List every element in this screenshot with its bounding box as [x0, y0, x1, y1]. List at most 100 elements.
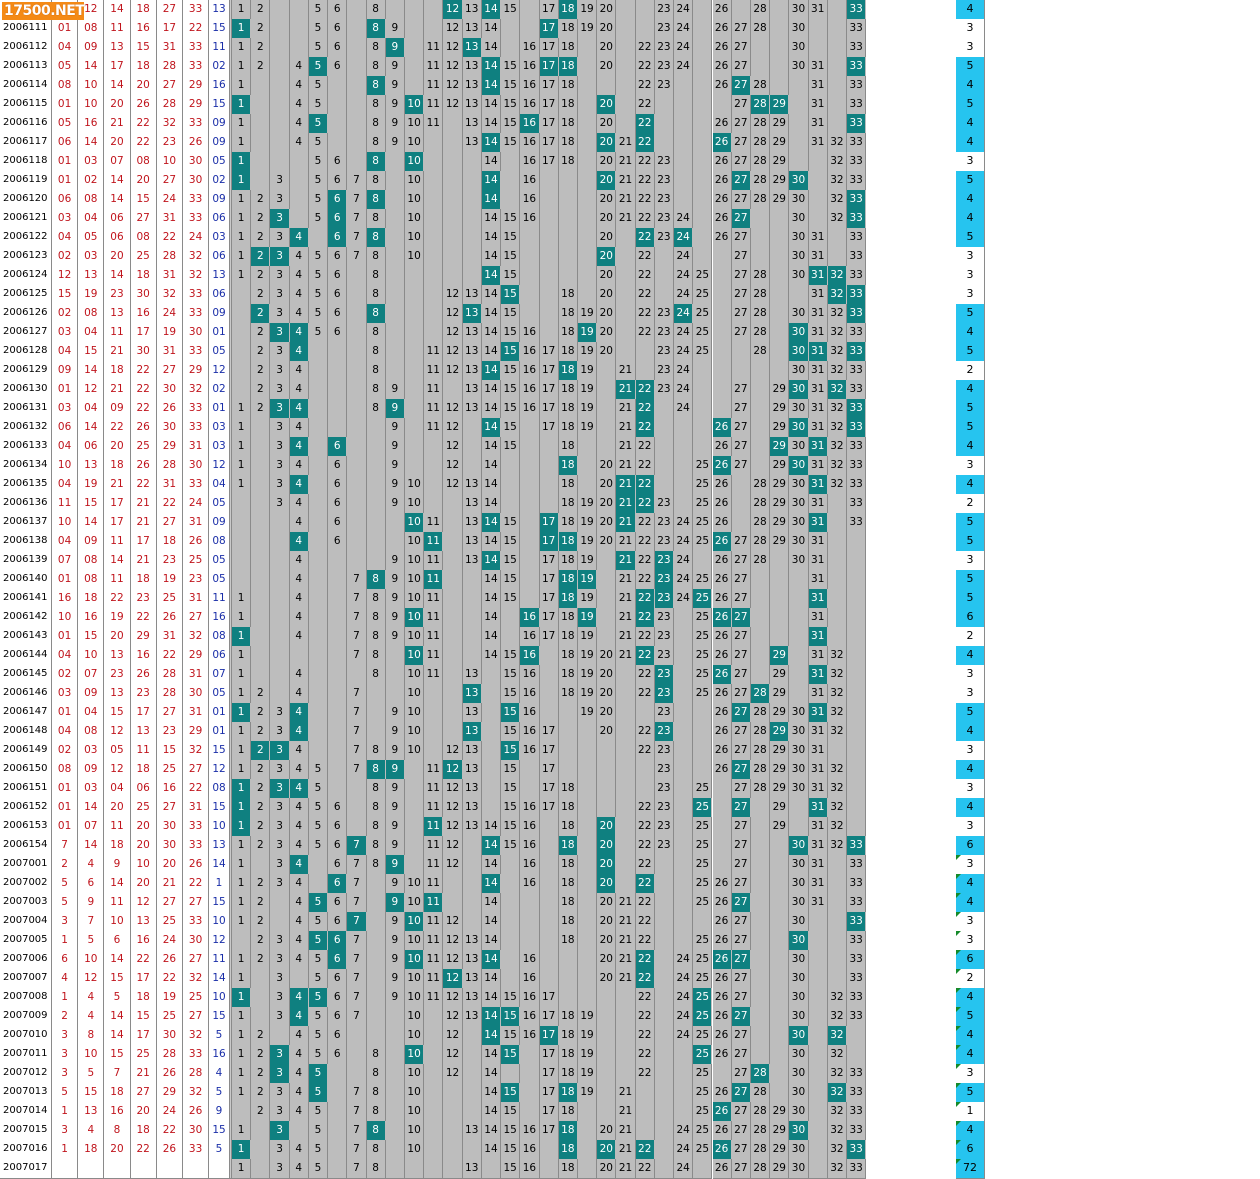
number-cell: 13 — [462, 817, 482, 837]
hit-count-cell: 4 — [956, 760, 985, 780]
number-cell — [328, 779, 348, 799]
number-cell: 18 — [558, 874, 578, 894]
number-cell: 19 — [577, 551, 598, 571]
number-cell: 5 — [308, 209, 329, 229]
number-cell: 1 — [232, 437, 252, 457]
number-cell — [789, 114, 809, 134]
number-cell — [847, 646, 867, 666]
red-ball-cell: 02 — [52, 741, 79, 761]
number-cell — [597, 988, 617, 1008]
number-cell — [347, 380, 367, 400]
number-cell — [827, 912, 848, 932]
number-cell — [789, 589, 809, 609]
number-cell: 3 — [270, 418, 290, 438]
number-cell: 22 — [635, 456, 655, 476]
number-cell: 15 — [501, 779, 521, 799]
number-cell: 12 — [443, 912, 463, 932]
number-cell: 12 — [443, 456, 463, 476]
red-ball-cell: 22 — [156, 646, 183, 666]
number-cell: 27 — [731, 323, 751, 343]
issue-cell: 2006141 — [0, 589, 52, 609]
number-cell: 31 — [808, 361, 828, 381]
drawn-number-cell: 8 — [366, 760, 386, 780]
number-cell — [347, 475, 367, 495]
number-cell: 9 — [385, 912, 405, 932]
number-cell: 4 — [289, 760, 309, 780]
number-cell: 3 — [270, 494, 290, 514]
number-cell — [366, 950, 386, 970]
number-cell — [827, 874, 848, 894]
number-cell — [443, 1159, 463, 1179]
red-ball-cell: 33 — [183, 418, 210, 438]
number-cell: 17 — [539, 722, 559, 742]
number-cell: 3 — [270, 1102, 290, 1122]
drawn-number-cell: 18 — [558, 1083, 578, 1103]
number-cell: 30 — [789, 912, 809, 932]
number-cell: 30 — [789, 1045, 809, 1065]
number-cell: 31 — [808, 304, 828, 324]
red-ball-cell: 14 — [104, 266, 131, 286]
number-cell: 8 — [366, 1159, 386, 1179]
number-cell: 5 — [308, 0, 329, 20]
number-cell: 19 — [577, 1064, 598, 1084]
number-cell: 20 — [597, 475, 617, 495]
number-cell — [347, 95, 367, 115]
number-cell: 3 — [270, 950, 290, 970]
number-cell: 20 — [597, 893, 617, 913]
number-cell: 25 — [693, 323, 713, 343]
number-cell: 26 — [712, 969, 732, 989]
number-cell: 2 — [251, 323, 271, 343]
number-cell: 13 — [462, 494, 482, 514]
number-cell: 10 — [404, 190, 425, 210]
number-cell: 17 — [539, 133, 559, 153]
number-cell: 18 — [558, 627, 578, 647]
blue-ball-cell: 15 — [209, 19, 230, 39]
number-cell: 33 — [847, 494, 867, 514]
number-cell: 17 — [539, 95, 559, 115]
hit-count-cell: 4 — [956, 133, 985, 153]
number-cell — [232, 361, 252, 381]
red-ball-cell: 25 — [183, 551, 210, 571]
number-cell: 20 — [597, 38, 617, 58]
number-cell: 15 — [501, 1140, 521, 1160]
number-cell — [347, 817, 367, 837]
number-cell — [827, 931, 848, 951]
number-cell — [712, 1064, 732, 1084]
red-ball-cell: 27 — [183, 1007, 210, 1027]
number-cell: 3 — [270, 703, 290, 723]
number-cell: 12 — [443, 950, 463, 970]
number-cell — [827, 532, 848, 552]
number-cell — [750, 969, 771, 989]
number-cell: 30 — [789, 38, 809, 58]
number-cell — [308, 741, 329, 761]
red-ball-cell: 06 — [52, 133, 79, 153]
drawn-number-cell: 11 — [424, 893, 444, 913]
number-cell — [635, 1121, 655, 1141]
number-cell: 10 — [404, 171, 425, 191]
number-cell: 17 — [539, 380, 559, 400]
number-cell: 20 — [597, 1121, 617, 1141]
number-cell: 4 — [289, 665, 309, 685]
number-cell: 25 — [693, 475, 713, 495]
number-cell — [597, 399, 617, 419]
red-ball-cell: 16 — [104, 1102, 131, 1122]
drawn-number-cell: 30 — [789, 1121, 809, 1141]
number-cell — [424, 1102, 444, 1122]
number-cell: 24 — [674, 380, 694, 400]
red-ball-cell: 19 — [156, 323, 183, 343]
issue-cell: 2007007 — [0, 969, 52, 989]
drawn-number-cell: 1 — [232, 627, 252, 647]
number-cell: 2 — [251, 266, 271, 286]
number-cell — [270, 570, 290, 590]
number-cell — [232, 304, 252, 324]
number-cell: 27 — [731, 1121, 751, 1141]
number-cell: 11 — [424, 760, 444, 780]
number-cell — [424, 1007, 444, 1027]
number-cell: 14 — [481, 152, 502, 172]
number-cell — [539, 190, 559, 210]
number-cell: 31 — [808, 95, 828, 115]
number-cell: 3 — [270, 1140, 290, 1160]
hit-count-cell: 4 — [956, 475, 985, 495]
number-cell: 31 — [808, 608, 828, 628]
number-cell: 27 — [731, 57, 751, 77]
